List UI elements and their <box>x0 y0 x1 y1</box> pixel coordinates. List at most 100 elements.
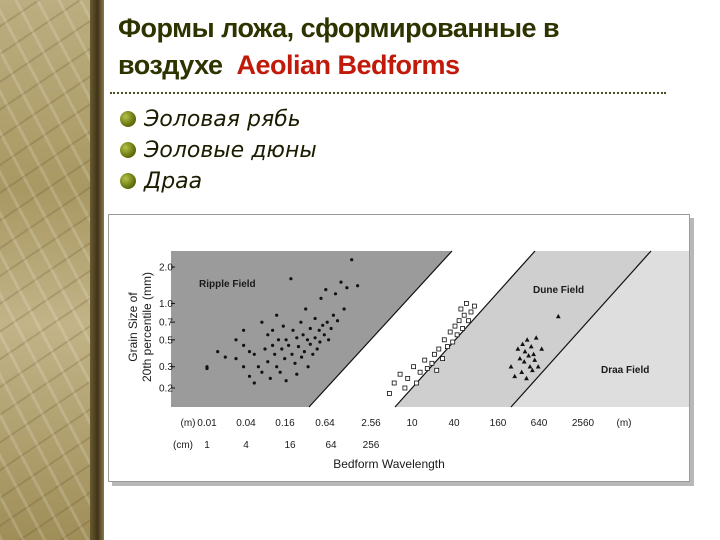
ripple-field-point <box>266 333 270 337</box>
ripple-field-point <box>333 292 338 296</box>
dune-field-point <box>417 369 423 375</box>
draa-field-point <box>533 335 539 340</box>
slide-title: Формы ложа, сформированные в воздухе Aeol… <box>118 10 698 84</box>
dune-field-point <box>422 357 428 363</box>
y-tick-label: 0.5 <box>159 335 173 346</box>
x-tick-label-cm: 16 <box>284 440 296 451</box>
y-tick-label: 0.3 <box>159 362 173 373</box>
draa-field-point <box>555 313 561 319</box>
dune-field-point <box>466 318 471 324</box>
ripple-field-point <box>318 340 322 344</box>
y-tick-label: 0.2 <box>159 384 173 395</box>
ripple-field-point <box>342 307 346 311</box>
axis-ticks: 2.01.00.70.50.30.2(m) 0.01 0.04 0.16 0.64 2.5… <box>159 263 632 452</box>
draa-field-point <box>515 346 521 351</box>
ripple-field-point <box>313 336 317 340</box>
ripple-field-point <box>308 342 312 346</box>
ripple-field-point <box>339 280 343 284</box>
x-tick-label-cm: 64 <box>325 440 337 451</box>
chart-svg: 2.01.00.70.50.30.2(m) 0.01 0.04 0.16 0.64 2.5… <box>126 250 689 471</box>
ripple-field-point <box>242 328 246 332</box>
ripple-field-point <box>308 326 312 331</box>
ripple-field-point <box>242 365 246 369</box>
x-tick-label-m: 0.64 <box>315 418 335 429</box>
dune-field-point <box>450 339 456 345</box>
ripple-field-point <box>268 376 272 380</box>
dune-field-point <box>424 366 430 371</box>
ripple-field-point <box>350 258 354 262</box>
dune-field-point <box>452 323 458 329</box>
ripple-field-point <box>278 370 282 374</box>
draa-field-point <box>524 337 530 342</box>
ripple-field-point <box>275 313 279 317</box>
draa-field-point <box>530 367 535 373</box>
field-boundary-line <box>510 250 652 408</box>
dune-field-point <box>456 318 462 324</box>
y-tick-label: 2.0 <box>159 263 173 274</box>
x-tick-label-cm: 256 <box>363 440 380 451</box>
draa-field-label: Draa Field <box>601 365 649 376</box>
title-line-1: Формы ложа, сформированные в <box>118 13 560 43</box>
bullet-text: Драа <box>144 169 203 194</box>
ripple-field-point <box>295 336 299 340</box>
draa-field-point <box>531 351 536 357</box>
ripple-field-point <box>275 365 279 369</box>
draa-field-point <box>528 344 534 349</box>
ripple-field-point <box>284 379 288 383</box>
title-line-2: воздухе Aeolian Bedforms <box>118 47 698 84</box>
ripple-field-point <box>299 320 303 324</box>
ripple-field-point <box>325 320 329 324</box>
ripple-field-point <box>315 347 319 351</box>
ripple-field-point <box>260 320 264 324</box>
x-axis-label: Bedform Wavelength <box>333 457 445 471</box>
ripple-field-label: Ripple Field <box>199 279 256 290</box>
ripple-field-point <box>216 350 220 354</box>
draa-field-region <box>511 251 689 407</box>
ripple-field-point <box>304 307 308 311</box>
dune-field-point <box>436 346 442 352</box>
ripple-field-point <box>306 365 310 369</box>
ripple-field-point <box>256 365 260 369</box>
draa-field-point <box>524 375 529 381</box>
ripple-field-point <box>252 381 256 385</box>
ripple-field-point <box>321 323 325 327</box>
ripple-field-point <box>290 352 294 356</box>
ripple-field-point <box>301 333 305 337</box>
dune-field-region <box>395 251 651 407</box>
x-tick-label-m: 640 <box>531 418 548 429</box>
ripple-field-point <box>284 338 288 342</box>
ripple-field-point <box>271 343 275 347</box>
ripple-field-point <box>287 343 291 347</box>
draa-field-point <box>535 364 541 369</box>
x-tick-label-m: 2560 <box>572 418 595 429</box>
ripple-field-point <box>273 352 277 356</box>
ripple-field-point <box>283 357 287 361</box>
y-tick-label: 1.0 <box>159 299 173 310</box>
ripple-field-point <box>324 288 328 292</box>
draa-field-point <box>532 357 538 362</box>
dune-field-point <box>434 367 440 373</box>
bullet-dot-icon <box>120 111 136 127</box>
title-en: Aeolian Bedforms <box>236 50 460 80</box>
dune-field-point <box>444 344 450 350</box>
ripple-field-point <box>329 326 333 331</box>
x-tick-label-m: (m) <box>617 418 632 429</box>
dune-field-point <box>468 309 474 315</box>
field-boundary-line <box>308 250 453 408</box>
dune-field-point <box>463 301 469 306</box>
ripple-field-point <box>305 338 310 342</box>
draa-field-point <box>512 373 518 379</box>
dune-field-point <box>460 326 466 331</box>
bullet-text: Эоловые дюны <box>144 138 317 163</box>
marble-side-band <box>0 0 104 540</box>
ripple-field-point <box>291 328 295 332</box>
y-tick-label: 0.7 <box>159 318 173 329</box>
bullet-item: Драа <box>120 166 317 197</box>
ripple-field-point <box>289 277 293 281</box>
ripple-field-point <box>331 313 335 317</box>
bullet-list: Эоловая рябь Эоловые дюны Драа <box>120 104 317 197</box>
ripple-field-point <box>252 352 256 356</box>
draa-field-point <box>521 359 527 364</box>
title-divider <box>110 92 666 94</box>
draa-field-point <box>527 364 533 369</box>
